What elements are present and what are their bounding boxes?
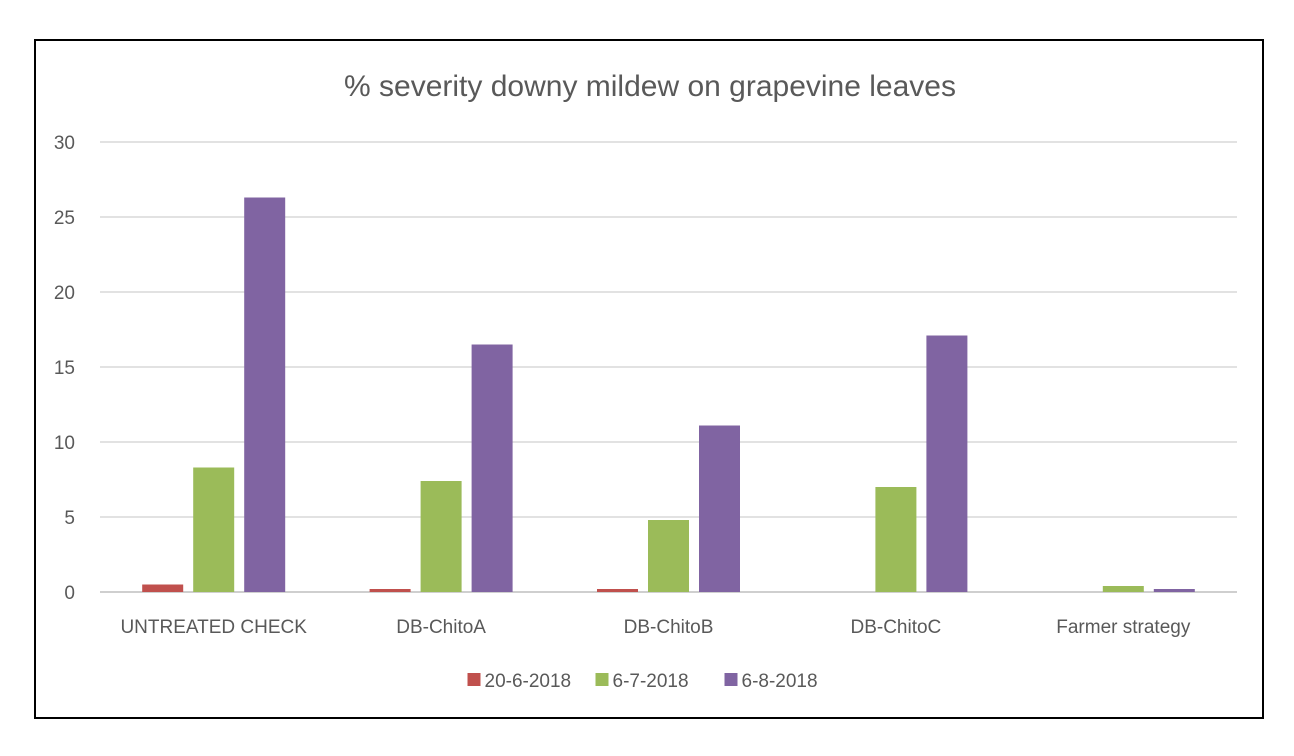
bar-6-8-2018 <box>699 425 740 592</box>
bar-6-8-2018 <box>471 344 513 592</box>
bar-6-8-2018 <box>1153 589 1195 592</box>
legend-label: 6-7-2018 <box>613 671 689 692</box>
bar-6-7-2018 <box>420 481 462 592</box>
y-tick-label: 20 <box>54 283 75 304</box>
bar-20-6-2018 <box>369 589 411 592</box>
y-tick-label: 10 <box>54 433 75 454</box>
legend-swatch <box>595 673 609 686</box>
legend-swatch <box>467 673 481 686</box>
y-tick-label: 25 <box>54 208 75 229</box>
y-tick-label: 15 <box>54 358 75 379</box>
x-category-label: Farmer strategy <box>1056 617 1191 638</box>
bar-6-7-2018 <box>1102 586 1144 592</box>
bar-6-7-2018 <box>648 520 689 592</box>
bar-6-8-2018 <box>244 197 286 592</box>
chart-title: % severity downy mildew on grapevine lea… <box>344 70 956 103</box>
legend-swatch <box>724 673 738 686</box>
x-axis-category-labels: UNTREATED CHECK DB-ChitoA DB-ChitoB DB-Chit… <box>120 617 1190 638</box>
gridlines <box>100 141 1237 593</box>
x-category-label: DB-ChitoB <box>624 617 714 638</box>
chart-frame <box>34 39 1264 719</box>
y-tick-label: 5 <box>64 508 75 529</box>
bar-6-7-2018 <box>875 487 917 592</box>
y-tick-label: 30 <box>54 133 75 154</box>
y-axis-tick-labels: 0 5 10 15 20 25 30 <box>54 133 75 604</box>
legend-label: 6-8-2018 <box>742 671 818 692</box>
x-category-label: DB-ChitoA <box>396 617 486 638</box>
legend: 20-6-2018 6-7-2018 6-8-2018 <box>467 671 818 692</box>
bar-6-7-2018 <box>193 467 235 592</box>
bars <box>142 197 1195 592</box>
y-tick-label: 0 <box>64 583 75 604</box>
bar-6-8-2018 <box>926 335 968 592</box>
x-category-label: DB-ChitoC <box>850 617 941 638</box>
bar-20-6-2018 <box>597 589 638 592</box>
bar-20-6-2018 <box>142 584 184 592</box>
x-category-label: UNTREATED CHECK <box>120 617 307 638</box>
legend-label: 20-6-2018 <box>485 671 572 692</box>
